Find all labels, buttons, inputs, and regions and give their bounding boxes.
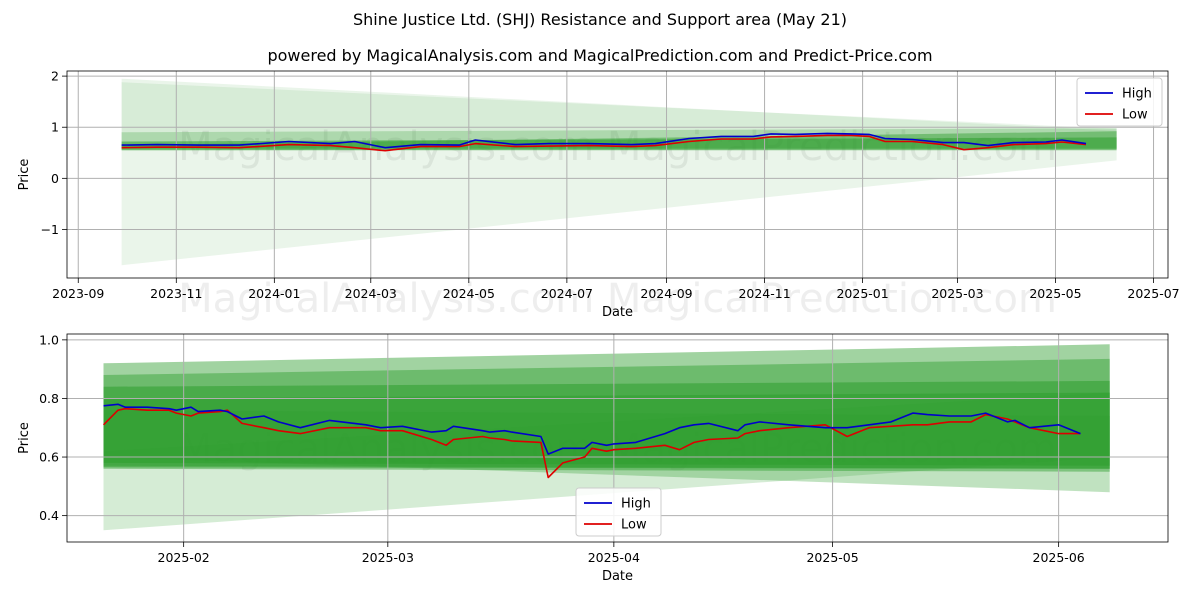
legend: High Low xyxy=(1076,77,1163,127)
x-tick-label: 2025-03 xyxy=(362,550,414,565)
legend-box xyxy=(1076,77,1163,127)
x-tick-label: 2024-03 xyxy=(345,286,397,301)
x-tick-label: 2025-05 xyxy=(806,550,858,565)
x-tick-label: 2023-09 xyxy=(52,286,104,301)
x-axis-label: Date xyxy=(602,305,633,320)
y-tick-label: 0.6 xyxy=(39,450,59,465)
x-tick-label: 2025-01 xyxy=(836,286,888,301)
series-line-low xyxy=(121,134,1087,152)
x-tick-label: 2025-02 xyxy=(158,550,210,565)
y-axis-label: Price xyxy=(17,159,32,191)
band-area-4 xyxy=(121,78,1117,148)
legend-label: High xyxy=(621,497,651,512)
y-axis-label: Price xyxy=(17,422,32,454)
chart-title: Shine Justice Ltd. (SHJ) Resistance and … xyxy=(353,10,847,29)
legend-label: Low xyxy=(621,518,647,533)
plot-frame xyxy=(66,333,1169,543)
bands xyxy=(121,78,1117,266)
x-tick-label: 2024-05 xyxy=(443,286,495,301)
legend-label: High xyxy=(1122,87,1152,102)
bottom-panel: MagicalAnalysis.com MagicalPrediction.co… xyxy=(17,332,1169,584)
legend-box xyxy=(575,487,662,537)
chart-subtitle: powered by MagicalAnalysis.com and Magic… xyxy=(267,46,932,65)
watermark: MagicalAnalysis.com MagicalPrediction.co… xyxy=(178,276,1057,322)
x-tick-label: 2024-07 xyxy=(541,286,593,301)
series-lines xyxy=(121,132,1087,152)
x-tick-label: 2025-03 xyxy=(931,286,983,301)
y-tick-label: 0.4 xyxy=(39,508,59,523)
x-tick-label: 2025-05 xyxy=(1029,286,1081,301)
x-tick-label: 2024-11 xyxy=(738,286,790,301)
bands xyxy=(103,344,1110,531)
series-line-high xyxy=(121,132,1087,149)
y-tick-label: −1 xyxy=(41,222,59,237)
x-tick-label: 2025-06 xyxy=(1033,550,1085,565)
y-tick-label: 0.8 xyxy=(39,391,59,406)
x-tick-label: 2024-01 xyxy=(248,286,300,301)
x-axis-label: Date xyxy=(602,569,633,584)
x-tick-label: 2025-04 xyxy=(588,550,640,565)
plot-frame xyxy=(66,70,1169,279)
x-tick-label: 2025-07 xyxy=(1127,286,1179,301)
series-line-low xyxy=(102,407,1081,479)
series-line-high xyxy=(103,403,1081,455)
y-tick-label: 0 xyxy=(51,171,59,186)
y-tick-label: 1.0 xyxy=(39,332,59,347)
legend-label: Low xyxy=(1122,108,1148,123)
x-tick-label: 2024-09 xyxy=(640,286,692,301)
x-tick-label: 2023-11 xyxy=(150,286,202,301)
top-panel: MagicalAnalysis.com MagicalPrediction.co… xyxy=(17,69,1180,322)
y-tick-label: 2 xyxy=(51,69,59,84)
y-tick-label: 1 xyxy=(51,120,59,135)
series-lines xyxy=(102,403,1081,479)
band-area-3 xyxy=(103,392,1110,469)
legend: High Low xyxy=(575,487,662,537)
